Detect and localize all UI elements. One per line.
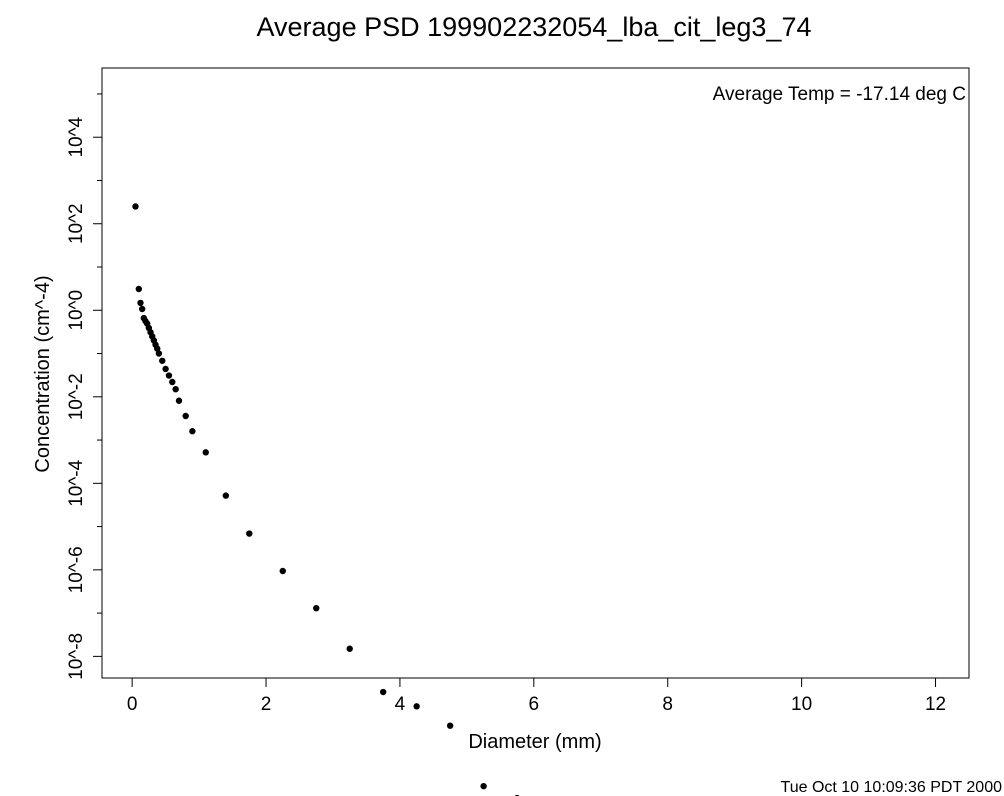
y-tick-label: 10^-6 bbox=[66, 546, 87, 593]
data-point bbox=[189, 428, 196, 435]
data-point bbox=[162, 365, 169, 373]
x-tick-label: 2 bbox=[261, 694, 272, 715]
y-tick-label: 10^-4 bbox=[66, 459, 87, 506]
data-point bbox=[279, 567, 286, 575]
data-point bbox=[246, 530, 253, 537]
y-tick-label: 10^-2 bbox=[66, 373, 87, 420]
data-point bbox=[346, 645, 353, 652]
data-point bbox=[182, 412, 189, 420]
data-point bbox=[165, 372, 173, 379]
data-point bbox=[169, 378, 176, 386]
data-point bbox=[175, 397, 183, 404]
data-point bbox=[446, 722, 454, 729]
average-temp-annotation: Average Temp = -17.14 deg C bbox=[713, 84, 966, 105]
data-point bbox=[137, 299, 144, 307]
data-point bbox=[172, 385, 179, 393]
x-tick-label: 4 bbox=[395, 694, 406, 715]
y-axis-label: Concentration (cm^-4) bbox=[32, 275, 54, 472]
footer-timestamp: Tue Oct 10 10:09:36 PDT 2000 bbox=[781, 779, 1003, 796]
y-axis-ticks: 10^-8 10^-6 10^-4 10^-2 10^0 10^2 10^4 bbox=[66, 93, 102, 680]
y-tick-label: 10^-8 bbox=[66, 633, 87, 680]
chart-title: Average PSD 199902232054_lba_cit_leg3_74 bbox=[257, 12, 812, 42]
data-point bbox=[202, 449, 209, 456]
data-point bbox=[135, 285, 143, 293]
data-point bbox=[480, 782, 487, 790]
x-tick-label: 0 bbox=[127, 694, 138, 715]
data-point bbox=[155, 350, 163, 357]
data-point bbox=[413, 703, 420, 710]
y-tick-label: 10^0 bbox=[66, 290, 87, 331]
y-tick-label: 10^2 bbox=[66, 203, 87, 244]
x-tick-label: 12 bbox=[925, 694, 946, 715]
y-tick-label: 10^4 bbox=[66, 116, 87, 157]
plot-frame bbox=[101, 67, 970, 679]
x-axis-ticks: 0 2 4 6 8 10 12 bbox=[127, 678, 946, 715]
data-point bbox=[138, 305, 146, 313]
data-point bbox=[132, 203, 139, 210]
data-points bbox=[132, 203, 520, 796]
data-point bbox=[313, 604, 320, 612]
data-point bbox=[222, 492, 230, 499]
x-tick-label: 8 bbox=[662, 694, 673, 715]
x-tick-label: 6 bbox=[529, 694, 540, 715]
x-axis-label: Diameter (mm) bbox=[468, 731, 601, 753]
x-tick-label: 10 bbox=[791, 694, 812, 715]
data-point bbox=[159, 357, 166, 364]
data-point bbox=[379, 688, 387, 696]
data-point bbox=[154, 345, 161, 352]
